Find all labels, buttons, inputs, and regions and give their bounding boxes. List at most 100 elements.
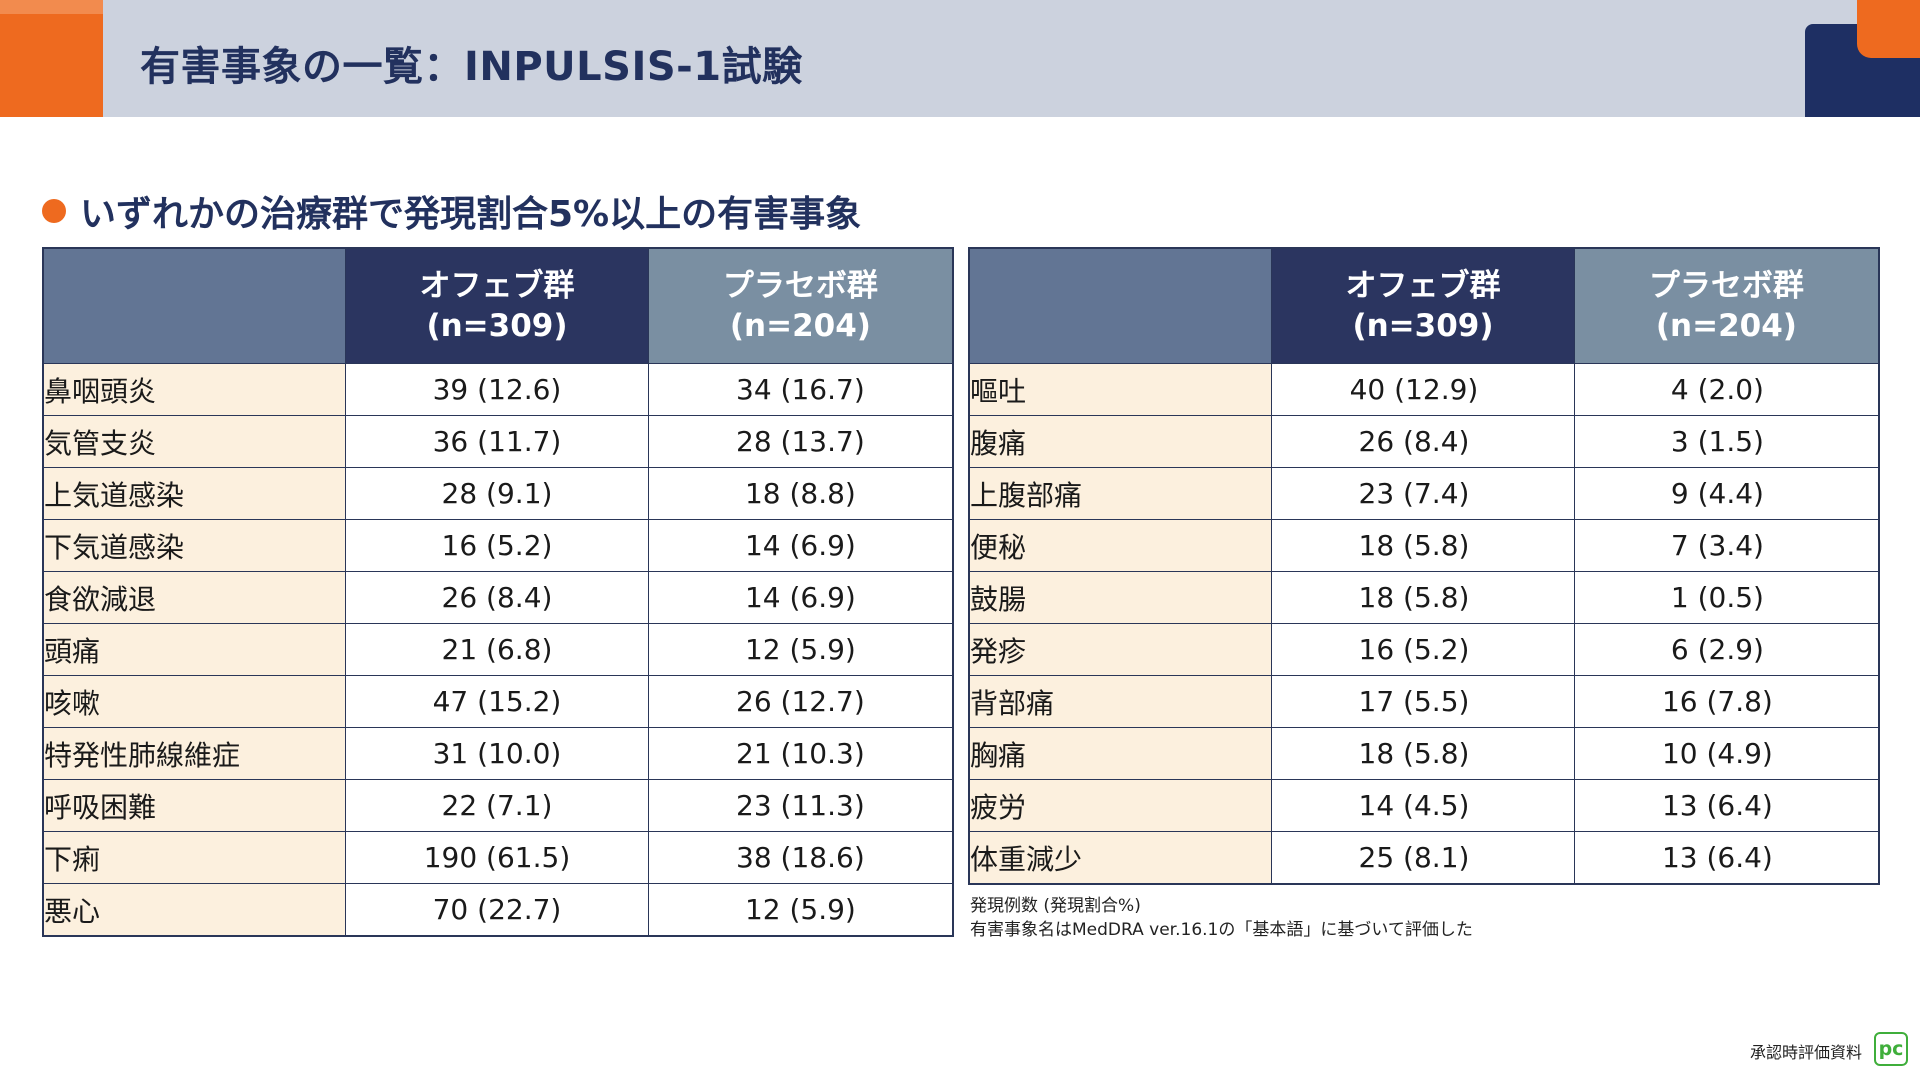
placebo-value-cell: 14 (6.9) (647, 519, 954, 572)
table-row: 腹痛 26 (8.4) 3 (1.5) (968, 415, 1880, 468)
placebo-value-cell: 3 (1.5) (1573, 415, 1880, 468)
page-title: 有害事象の一覧：INPULSIS-1試験 (140, 44, 803, 90)
placebo-value-cell: 13 (6.4) (1573, 831, 1880, 885)
ofev-value-cell: 25 (8.1) (1271, 831, 1575, 885)
ofev-value-cell: 18 (5.8) (1271, 519, 1575, 572)
placebo-value-cell: 28 (13.7) (647, 415, 954, 468)
ofev-value-cell: 18 (5.8) (1271, 571, 1575, 624)
header-placebo-group: プラセボ群 (n=204) (647, 247, 954, 364)
placebo-value-cell: 23 (11.3) (647, 779, 954, 832)
header-ofev-n: (n=309) (1352, 308, 1494, 344)
header-placebo-label: プラセボ群 (722, 268, 878, 304)
placebo-value-cell: 6 (2.9) (1573, 623, 1880, 676)
table-row: 下痢 190 (61.5) 38 (18.6) (42, 831, 954, 884)
pc-logo-icon: pc (1874, 1032, 1908, 1066)
event-name-cell: 疲労 (968, 779, 1273, 832)
event-name-cell: 胸痛 (968, 727, 1273, 780)
ofev-value-cell: 23 (7.4) (1271, 467, 1575, 520)
ofev-value-cell: 26 (8.4) (1271, 415, 1575, 468)
table-row: 便秘 18 (5.8) 7 (3.4) (968, 519, 1880, 572)
table-row: 気管支炎 36 (11.7) 28 (13.7) (42, 415, 954, 468)
ofev-value-cell: 16 (5.2) (1271, 623, 1575, 676)
brand-corner-logo (1805, 0, 1920, 117)
approval-label: 承認時評価資料 (1749, 1043, 1862, 1062)
footnote-line-2: 有害事象名はMedDRA ver.16.1の「基本語」に基づいて評価した (970, 920, 1473, 940)
table-row: 鼓腸 18 (5.8) 1 (0.5) (968, 571, 1880, 624)
event-name-cell: 特発性肺線維症 (42, 727, 347, 780)
ofev-value-cell: 39 (12.6) (345, 363, 649, 416)
event-name-cell: 鼓腸 (968, 571, 1273, 624)
header-ofev-group: オフェブ群 (n=309) (1271, 247, 1575, 364)
ofev-value-cell: 18 (5.8) (1271, 727, 1575, 780)
table-row: 下気道感染 16 (5.2) 14 (6.9) (42, 519, 954, 572)
table-row: 呼吸困難 22 (7.1) 23 (11.3) (42, 779, 954, 832)
ofev-value-cell: 28 (9.1) (345, 467, 649, 520)
placebo-value-cell: 18 (8.8) (647, 467, 954, 520)
event-name-cell: 便秘 (968, 519, 1273, 572)
event-name-cell: 頭痛 (42, 623, 347, 676)
placebo-value-cell: 9 (4.4) (1573, 467, 1880, 520)
event-name-cell: 体重減少 (968, 831, 1273, 885)
ofev-value-cell: 36 (11.7) (345, 415, 649, 468)
event-name-cell: 上腹部痛 (968, 467, 1273, 520)
ofev-value-cell: 17 (5.5) (1271, 675, 1575, 728)
table-row: 上腹部痛 23 (7.4) 9 (4.4) (968, 467, 1880, 520)
footnotes: 発現例数 (発現割合%) 有害事象名はMedDRA ver.16.1の「基本語」… (970, 894, 1473, 942)
event-name-cell: 上気道感染 (42, 467, 347, 520)
placebo-value-cell: 26 (12.7) (647, 675, 954, 728)
placebo-value-cell: 4 (2.0) (1573, 363, 1880, 416)
header-ofev-label: オフェブ群 (1345, 268, 1501, 304)
placebo-value-cell: 14 (6.9) (647, 571, 954, 624)
placebo-value-cell: 7 (3.4) (1573, 519, 1880, 572)
ofev-value-cell: 47 (15.2) (345, 675, 649, 728)
event-name-cell: 嘔吐 (968, 363, 1273, 416)
header-bar (0, 0, 1920, 117)
ofev-value-cell: 22 (7.1) (345, 779, 649, 832)
table-row: 悪心 70 (22.7) 12 (5.9) (42, 883, 954, 937)
section-heading: いずれかの治療群で発現割合5%以上の有害事象 (42, 185, 861, 237)
ofev-value-cell: 14 (4.5) (1271, 779, 1575, 832)
placebo-value-cell: 38 (18.6) (647, 831, 954, 884)
section-heading-text: いずれかの治療群で発現割合5%以上の有害事象 (80, 194, 862, 235)
placebo-value-cell: 16 (7.8) (1573, 675, 1880, 728)
placebo-value-cell: 12 (5.9) (647, 883, 954, 937)
event-name-cell: 下気道感染 (42, 519, 347, 572)
event-name-cell: 食欲減退 (42, 571, 347, 624)
ofev-value-cell: 16 (5.2) (345, 519, 649, 572)
event-name-cell: 背部痛 (968, 675, 1273, 728)
header-ofev-group: オフェブ群 (n=309) (345, 247, 649, 364)
header-accent-block (0, 0, 103, 117)
header-ofev-n: (n=309) (426, 308, 568, 344)
header-ofev-label: オフェブ群 (419, 268, 575, 304)
header-placebo-group: プラセボ群 (n=204) (1573, 247, 1880, 364)
ofev-value-cell: 21 (6.8) (345, 623, 649, 676)
placebo-value-cell: 21 (10.3) (647, 727, 954, 780)
ofev-value-cell: 190 (61.5) (345, 831, 649, 884)
header-placebo-n: (n=204) (729, 308, 871, 344)
event-name-cell: 咳嗽 (42, 675, 347, 728)
ofev-value-cell: 31 (10.0) (345, 727, 649, 780)
event-name-cell: 下痢 (42, 831, 347, 884)
header-placebo-label: プラセボ群 (1648, 268, 1804, 304)
table-header-row: オフェブ群 (n=309) プラセボ群 (n=204) (968, 247, 1880, 364)
event-name-cell: 悪心 (42, 883, 347, 937)
placebo-value-cell: 13 (6.4) (1573, 779, 1880, 832)
ofev-value-cell: 70 (22.7) (345, 883, 649, 937)
table-row: 嘔吐 40 (12.9) 4 (2.0) (968, 363, 1880, 416)
header-blank-cell (42, 247, 347, 364)
table-row: 発疹 16 (5.2) 6 (2.9) (968, 623, 1880, 676)
event-name-cell: 呼吸困難 (42, 779, 347, 832)
footnote-line-1: 発現例数 (発現割合%) (970, 896, 1141, 916)
placebo-value-cell: 34 (16.7) (647, 363, 954, 416)
placebo-value-cell: 1 (0.5) (1573, 571, 1880, 624)
table-row: 背部痛 17 (5.5) 16 (7.8) (968, 675, 1880, 728)
ofev-value-cell: 26 (8.4) (345, 571, 649, 624)
table-row: 食欲減退 26 (8.4) 14 (6.9) (42, 571, 954, 624)
event-name-cell: 気管支炎 (42, 415, 347, 468)
table-row: 上気道感染 28 (9.1) 18 (8.8) (42, 467, 954, 520)
table-row: 胸痛 18 (5.8) 10 (4.9) (968, 727, 1880, 780)
bullet-dot-icon (42, 199, 66, 223)
placebo-value-cell: 12 (5.9) (647, 623, 954, 676)
table-row: 疲労 14 (4.5) 13 (6.4) (968, 779, 1880, 832)
ofev-value-cell: 40 (12.9) (1271, 363, 1575, 416)
